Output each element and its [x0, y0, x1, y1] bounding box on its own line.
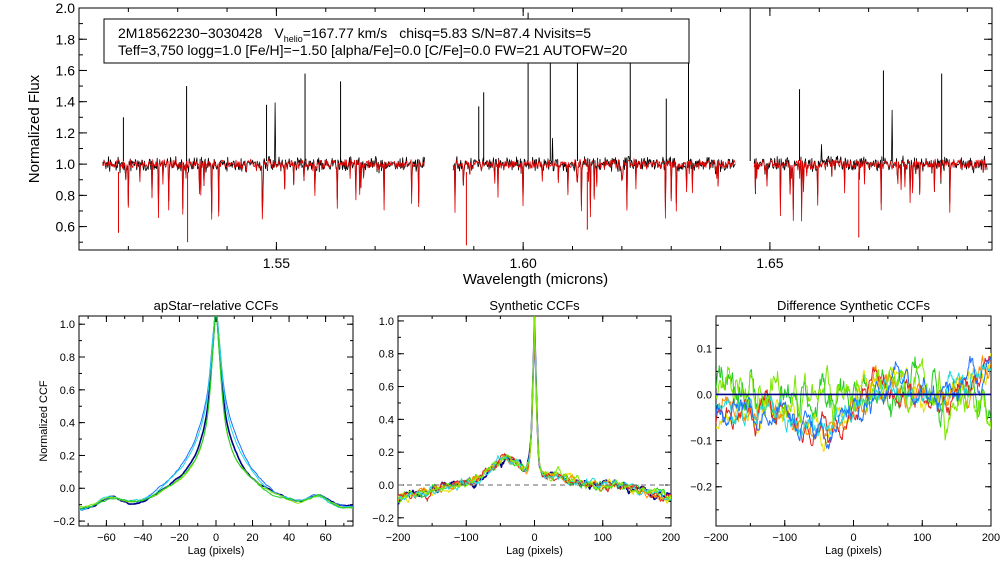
info-box	[103, 18, 690, 64]
y-tick-label: 1.0	[56, 156, 76, 172]
ccf-series-line	[79, 316, 353, 509]
model-spectrum-line	[102, 158, 425, 220]
vhelio-value: =167.77 km/s	[303, 25, 387, 41]
y-tick-label: 1.2	[56, 125, 76, 141]
x-tick-label: 1.55	[263, 255, 290, 271]
x-tick-label: 200	[982, 532, 1000, 544]
ccf-series-line	[79, 316, 353, 511]
x-tick-label: −200	[704, 532, 729, 544]
apstar-ccf-panel: −60 −40 −20 0 20 40 60 −0.2 0.0 0.2 0.4 0.6 0.8 1.0 ap…	[38, 298, 354, 557]
ccf-series-line	[398, 316, 671, 501]
y-tick-label: 0.0	[379, 480, 394, 492]
y-tick-label: −0.2	[53, 516, 75, 528]
y-tick-label: 0.6	[56, 219, 76, 235]
chart-title: apStar−relative CCFs	[154, 298, 279, 313]
ccf-series-line	[79, 316, 353, 511]
x-tick-label: 1.60	[510, 255, 537, 271]
x-tick-label: −20	[170, 532, 189, 544]
x-axis-label: Lag (pixels)	[825, 545, 882, 557]
y-tick-label: 0.2	[379, 447, 394, 459]
y-tick-label: 0.1	[697, 343, 712, 355]
chart-title: Difference Synthetic CCFs	[777, 298, 930, 313]
spectrum-panel: 1.55 1.60 1.65 0.6 0.8 1.0 1.2 1.4 1.6 1.8 2.0 Wave…	[26, 0, 993, 288]
fit-stats: chisq=5.83 S/N=87.4 Nvisits=5	[399, 25, 591, 41]
synthetic-ccf-panel: −200 −100 0 100 200 −0.2 0.0 0.2 0.4 0.6 0.8 1.0 Syn…	[372, 298, 680, 557]
y-tick-label: 0.6	[60, 385, 75, 397]
y-tick-label: 1.8	[56, 31, 76, 47]
x-tick-label: 100	[594, 532, 612, 544]
chart-title: Synthetic CCFs	[489, 298, 580, 313]
y-axis-label: Normalized Flux	[26, 74, 43, 183]
x-axis-label: Wavelength (microns)	[463, 271, 608, 288]
y-tick-label: 1.6	[56, 62, 76, 78]
x-tick-label: 200	[662, 532, 680, 544]
x-axis-label: Lag (pixels)	[188, 545, 245, 557]
y-tick-label: 0.2	[60, 450, 75, 462]
plot-frame	[78, 7, 993, 251]
x-tick-label: −60	[97, 532, 116, 544]
x-tick-label: 40	[283, 532, 295, 544]
star-id: 2M18562230−3030428	[118, 25, 263, 41]
x-tick-label: −100	[454, 532, 479, 544]
stellar-params: Teff=3,750 logg=1.0 [Fe/H]=−1.50 [alpha/…	[118, 42, 627, 58]
vhelio-subscript: helio	[284, 34, 303, 44]
y-tick-label: −0.2	[372, 513, 394, 525]
ccf-series-line	[716, 355, 991, 450]
model-spectrum-line	[753, 158, 988, 222]
x-tick-label: 60	[319, 532, 331, 544]
x-axis-label: Lag (pixels)	[506, 545, 563, 557]
y-axis-label: Normalized CCF	[38, 380, 50, 462]
y-tick-label: 0.8	[56, 187, 76, 203]
ccf-series-line	[79, 316, 353, 511]
ccf-series-line	[398, 316, 671, 504]
plot-frame	[78, 315, 354, 527]
y-tick-label: 0.0	[697, 389, 712, 401]
x-tick-label: 20	[246, 532, 258, 544]
ccf-series-line	[716, 363, 991, 437]
x-tick-label: −200	[386, 532, 411, 544]
y-tick-label: −0.2	[690, 482, 712, 494]
y-tick-label: 0.4	[379, 414, 394, 426]
y-tick-label: 0.8	[379, 349, 394, 361]
difference-ccf-panel: −200 −100 0 100 200 −0.2 −0.1 0.0 0.1 Difference …	[690, 298, 1000, 557]
y-tick-label: 1.0	[60, 319, 75, 331]
x-tick-label: 0	[850, 532, 856, 544]
y-tick-label: 0.6	[379, 382, 394, 394]
y-tick-label: 0.0	[60, 483, 75, 495]
x-tick-label: −100	[772, 532, 797, 544]
x-tick-label: −40	[134, 532, 153, 544]
observed-spectrum-line	[102, 102, 425, 213]
observed-spectrum-line	[753, 109, 988, 210]
info-line-1: 2M18562230−3030428 Vhelio=167.77 km/s chis…	[118, 25, 591, 44]
y-tick-label: 2.0	[56, 0, 76, 16]
vhelio-symbol: V	[274, 25, 284, 41]
x-tick-label: 100	[913, 532, 931, 544]
ccf-series-line	[79, 316, 353, 509]
y-tick-label: 1.0	[379, 316, 394, 328]
y-tick-label: 0.8	[60, 352, 75, 364]
y-tick-label: −0.1	[690, 436, 712, 448]
x-tick-label: 0	[531, 532, 537, 544]
x-tick-label: 1.65	[756, 255, 783, 271]
x-tick-label: 0	[213, 532, 219, 544]
y-tick-label: 1.4	[56, 94, 76, 110]
model-spectrum-line	[452, 158, 736, 219]
y-tick-label: 0.4	[60, 418, 75, 430]
